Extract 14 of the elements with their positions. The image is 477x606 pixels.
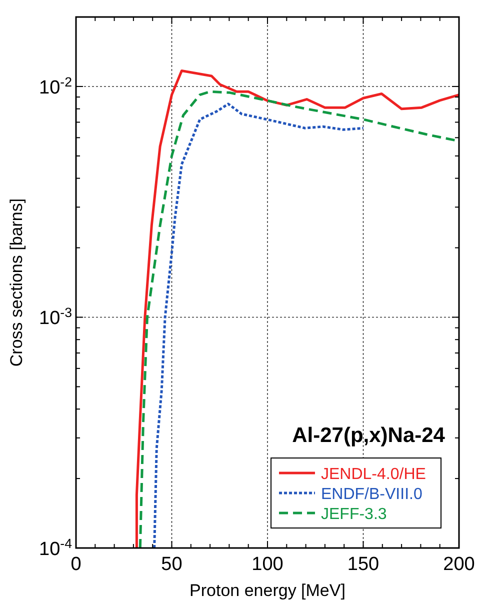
y-axis-title: Cross sections [barns] [7, 198, 26, 367]
y-tick-label: 10$^{-4}$ [39, 536, 72, 560]
y-tick-label: 10$^{-2}$ [39, 74, 72, 98]
x-tick-label: 100 [252, 554, 284, 575]
x-tick-label: 0 [70, 554, 82, 575]
legend-label: JEFF-3.3 [321, 506, 387, 523]
y-tick-label: 10$^{-3}$ [39, 304, 72, 330]
x-tick-label: 200 [443, 554, 475, 575]
x-tick-label: 150 [347, 554, 380, 575]
legend-label: ENDF/B-VIII.0 [321, 486, 422, 503]
x-axis-title: Proton energy [MeV] [190, 581, 346, 600]
legend-label: JENDL-4.0/HE [321, 466, 426, 483]
x-tick-label: 50 [161, 554, 182, 575]
text: Al-27(p,x)Na-24 [292, 424, 446, 447]
